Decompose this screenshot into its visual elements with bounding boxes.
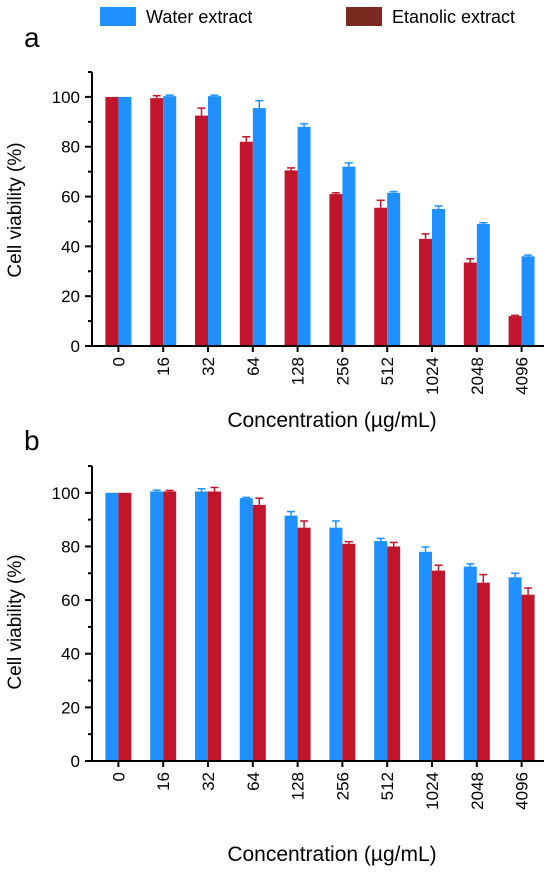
bar-b-s0-4096 [508, 577, 522, 761]
x-tick-label-b-1024: 1024 [423, 772, 442, 810]
legend-swatch-water [100, 7, 136, 26]
x-tick-label-b-512: 512 [378, 772, 397, 800]
x-tick-label-a-1024: 1024 [423, 357, 442, 395]
bar-a-s0-128 [284, 170, 298, 346]
x-tick-label-a-256: 256 [333, 357, 352, 385]
y-tick-label-b-40: 40 [61, 645, 80, 664]
bar-a-s0-32 [195, 115, 208, 346]
y-tick-label-a-20: 20 [61, 287, 80, 306]
y-tick-label-a-0: 0 [71, 337, 80, 356]
x-tick-label-a-2048: 2048 [468, 357, 487, 395]
bar-b-s1-2048 [476, 582, 490, 761]
bar-b-s1-0 [118, 492, 132, 761]
bar-a-s1-64 [252, 108, 266, 346]
bars-a [105, 94, 535, 347]
panel-label-a: a [24, 22, 40, 53]
panel-label-b: b [24, 425, 40, 456]
bar-b-s1-64 [252, 504, 266, 761]
axes-b: 0 16 32 64 128 256 512 1024 2048 4096 0 20 40 60 80 100 [52, 465, 544, 810]
bar-a-s0-64 [239, 141, 253, 346]
bar-a-s1-2048 [476, 223, 490, 346]
bar-b-s0-256 [329, 527, 343, 761]
bar-a-s0-0 [105, 96, 119, 346]
x-tick-label-a-0: 0 [109, 357, 128, 366]
x-tick-label-b-256: 256 [333, 772, 352, 800]
bar-b-s0-64 [239, 498, 253, 761]
bar-a-s0-256 [329, 194, 343, 346]
y-tick-label-b-20: 20 [61, 698, 80, 717]
y-tick-label-a-60: 60 [61, 188, 80, 207]
bar-b-s1-512 [387, 546, 401, 761]
bar-b-s1-256 [342, 543, 356, 761]
x-tick-label-b-32: 32 [199, 772, 218, 791]
x-tick-label-b-0: 0 [109, 772, 128, 781]
y-tick-label-b-100: 100 [52, 484, 80, 503]
axes-a: 0 16 32 64 128 256 512 1024 2048 4096 0 20 40 60 80 100 [52, 71, 544, 395]
y-tick-label-b-60: 60 [61, 591, 80, 610]
x-tick-label-a-16: 16 [154, 357, 173, 376]
x-tick-label-a-512: 512 [378, 357, 397, 385]
bar-b-s1-4096 [521, 594, 535, 761]
x-tick-label-a-4096: 4096 [513, 357, 532, 395]
x-tick-label-b-16: 16 [154, 772, 173, 791]
bars-b [105, 486, 535, 761]
bar-a-s0-16 [150, 98, 164, 347]
y-tick-label-b-0: 0 [71, 752, 80, 771]
panel-a: a Cell viability (%) Concentration (µg/m… [5, 22, 544, 432]
x-tick-label-a-64: 64 [244, 357, 263, 376]
legend-label-water: Water extract [146, 7, 252, 27]
bar-a-s1-256 [342, 166, 356, 346]
x-tick-label-b-2048: 2048 [468, 772, 487, 810]
bar-b-s0-1024 [419, 551, 432, 761]
bar-b-s0-512 [374, 541, 388, 761]
x-tick-label-b-64: 64 [244, 772, 263, 791]
legend-label-ethanol: Etanolic extract [392, 7, 515, 27]
bar-a-s0-512 [374, 207, 388, 346]
bar-a-s1-16 [163, 96, 177, 346]
bar-a-s0-2048 [463, 262, 477, 346]
y-tick-label-a-40: 40 [61, 237, 80, 256]
bar-a-s0-4096 [508, 316, 522, 346]
y-tick-label-b-80: 80 [61, 537, 80, 556]
bar-b-s0-16 [150, 491, 164, 761]
bar-a-s1-128 [297, 126, 311, 346]
bar-b-s0-2048 [463, 566, 477, 761]
legend: Water extract Etanolic extract [100, 7, 515, 27]
y-tick-label-a-100: 100 [52, 88, 80, 107]
bar-b-s0-32 [195, 491, 208, 761]
bar-b-s0-128 [284, 515, 298, 761]
bar-b-s1-32 [208, 491, 221, 761]
bar-a-s0-1024 [419, 238, 432, 346]
bar-a-s1-0 [118, 96, 132, 346]
x-tick-label-b-4096: 4096 [513, 772, 532, 810]
y-axis-label-a: Cell viability (%) [5, 142, 26, 277]
bar-a-s1-512 [387, 192, 401, 346]
legend-swatch-ethanol [346, 7, 382, 26]
x-tick-label-a-128: 128 [289, 357, 308, 385]
y-axis-label-b: Cell viability (%) [5, 554, 26, 689]
bar-b-s0-0 [105, 492, 119, 761]
bar-a-s1-32 [208, 96, 221, 346]
x-axis-label-a: Concentration (µg/mL) [227, 409, 436, 432]
panel-b: b Cell viability (%) Concentration (µg/m… [5, 425, 544, 866]
x-tick-label-b-128: 128 [289, 772, 308, 800]
x-axis-label-b: Concentration (µg/mL) [227, 843, 436, 866]
bar-a-s1-1024 [432, 209, 445, 346]
bar-b-s1-1024 [432, 570, 445, 761]
y-tick-label-a-80: 80 [61, 138, 80, 157]
bar-a-s1-4096 [521, 256, 535, 346]
bar-b-s1-16 [163, 491, 177, 761]
x-tick-label-a-32: 32 [199, 357, 218, 376]
bar-b-s1-128 [297, 527, 311, 761]
